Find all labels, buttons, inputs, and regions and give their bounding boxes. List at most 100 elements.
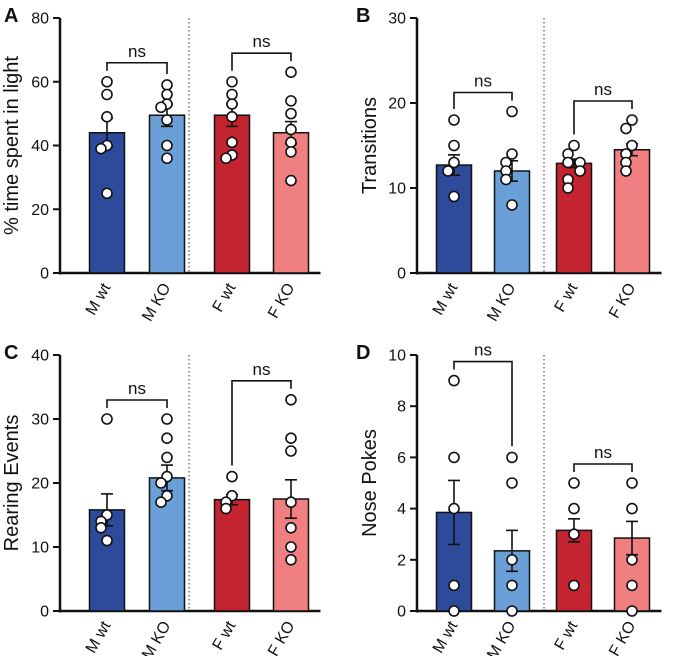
data-point xyxy=(448,502,460,515)
bar xyxy=(555,162,593,274)
significance-label: ns xyxy=(474,341,492,360)
data-point xyxy=(226,75,238,88)
data-point xyxy=(226,470,238,483)
significance-bracket: ns xyxy=(106,42,168,74)
data-point xyxy=(285,66,297,78)
data-point xyxy=(220,152,232,165)
data-point xyxy=(626,477,638,489)
panel-b: B Transitions 0 10 20 30 M wt M KO F wt F KO ns ns xyxy=(356,5,662,324)
data-point xyxy=(155,496,167,509)
data-point xyxy=(442,165,454,177)
y-tick-label: 0 xyxy=(40,266,49,283)
data-point xyxy=(506,553,518,566)
bar xyxy=(88,132,126,274)
y-tick-label: 6 xyxy=(397,450,406,467)
data-point xyxy=(285,541,297,553)
data-point xyxy=(506,105,518,118)
bar xyxy=(148,114,186,274)
data-point xyxy=(285,432,297,445)
y-tick-label: 0 xyxy=(40,604,49,621)
data-point xyxy=(161,451,173,464)
significance-label: ns xyxy=(594,80,612,99)
data-point xyxy=(101,88,113,101)
data-point xyxy=(101,413,113,425)
x-tick-label: F wt xyxy=(210,280,240,315)
significance-label: ns xyxy=(253,360,271,379)
data-point xyxy=(226,98,238,110)
data-point xyxy=(562,182,574,194)
data-point xyxy=(285,123,297,136)
y-axis-label: % time spent in light xyxy=(1,56,23,235)
y-tick-label: 60 xyxy=(31,74,49,91)
data-point xyxy=(285,445,297,457)
data-point xyxy=(500,173,512,186)
data-point xyxy=(101,75,113,88)
y-tick-label: 40 xyxy=(31,348,49,365)
y-tick-label: 2 xyxy=(397,552,406,569)
x-tick-label: F KO xyxy=(265,619,298,656)
x-tick-label: M wt xyxy=(430,280,462,318)
data-point xyxy=(626,579,638,592)
panel-letter: D xyxy=(356,342,370,364)
data-point xyxy=(226,136,238,149)
data-point xyxy=(568,579,580,592)
data-point xyxy=(101,187,113,200)
data-point xyxy=(562,156,574,169)
data-point xyxy=(161,413,173,425)
data-point xyxy=(448,451,460,464)
data-point xyxy=(161,79,173,91)
significance-label: ns xyxy=(128,379,146,398)
y-tick-label: 80 xyxy=(31,11,49,28)
data-point xyxy=(285,553,297,566)
data-point xyxy=(101,534,113,547)
bracket-line xyxy=(453,91,513,109)
panel-a: A % time spent in light 0 20 40 60 80 M wt M KO F… xyxy=(1,5,321,324)
data-point xyxy=(448,156,460,169)
data-point xyxy=(285,136,297,149)
x-tick-label: F KO xyxy=(265,281,298,322)
data-point xyxy=(506,579,518,592)
y-tick-label: 20 xyxy=(31,202,49,219)
data-point xyxy=(568,528,580,541)
y-tick-label: 20 xyxy=(31,476,49,493)
y-tick-label: 0 xyxy=(397,604,406,621)
x-tick-label: M KO xyxy=(484,619,519,656)
data-point xyxy=(506,199,518,211)
data-point xyxy=(626,553,638,566)
data-point xyxy=(285,393,297,406)
data-point xyxy=(155,477,167,489)
data-point xyxy=(448,374,460,387)
data-point xyxy=(161,88,173,101)
significance-label: ns xyxy=(594,443,612,462)
bar xyxy=(613,149,651,274)
data-point xyxy=(506,451,518,464)
y-tick-label: 20 xyxy=(388,96,406,113)
data-point xyxy=(568,477,580,489)
panel-d: D Nose Pokes 0 2 4 6 8 10 M wt M KO F wt F KO ns ns xyxy=(356,341,662,656)
significance-bracket: ns xyxy=(573,80,633,135)
data-point xyxy=(574,165,586,177)
bracket-line xyxy=(231,52,292,71)
bracket-line xyxy=(106,399,168,408)
bar xyxy=(493,170,531,274)
significance-label: ns xyxy=(128,42,146,61)
data-point xyxy=(95,142,107,155)
y-tick-label: 10 xyxy=(388,181,406,198)
data-point xyxy=(161,432,173,445)
data-point xyxy=(448,579,460,592)
significance-bracket: ns xyxy=(231,32,292,71)
y-axis-label: Rearing Events xyxy=(1,415,23,552)
y-axis-label: Nose Pokes xyxy=(359,429,381,537)
data-point xyxy=(620,165,632,177)
x-tick-label: M KO xyxy=(139,619,174,656)
y-tick-label: 0 xyxy=(397,266,406,283)
significance-label: ns xyxy=(474,72,492,91)
panel-letter: C xyxy=(4,342,18,364)
data-point xyxy=(448,190,460,203)
data-point xyxy=(285,107,297,120)
data-point xyxy=(95,521,107,534)
x-tick-label: F wt xyxy=(552,280,582,315)
bracket-line xyxy=(231,380,292,466)
significance-bracket: ns xyxy=(231,360,292,466)
